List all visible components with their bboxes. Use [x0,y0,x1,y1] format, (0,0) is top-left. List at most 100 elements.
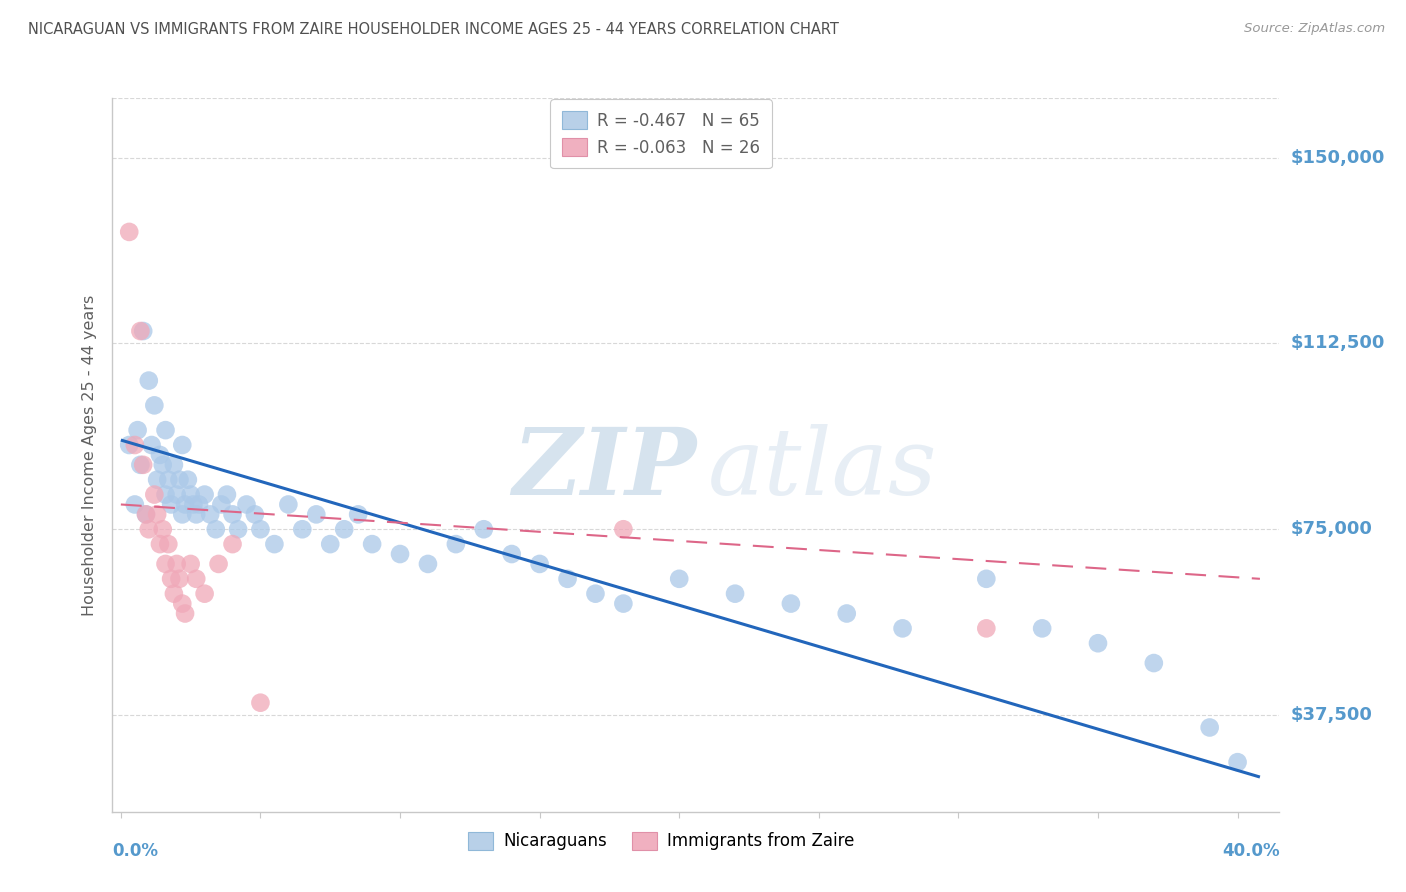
Point [172,597,194,611]
Point [183,498,205,512]
Point [155,487,177,501]
Point [146,508,169,522]
Point [724,587,747,601]
Text: Source: ZipAtlas.com: Source: ZipAtlas.com [1244,22,1385,36]
Point [976,572,998,586]
Point [207,557,229,571]
Point [160,572,183,586]
Point [180,487,202,501]
Point [135,508,157,522]
Legend: Nicaraguans, Immigrants from Zaire: Nicaraguans, Immigrants from Zaire [461,825,860,857]
Text: ZIP: ZIP [512,425,696,514]
Point [235,498,257,512]
Point [347,508,370,522]
Point [188,498,211,512]
Text: 40.0%: 40.0% [1222,842,1279,860]
Point [160,498,183,512]
Point [249,696,271,710]
Point [319,537,342,551]
Point [169,473,191,487]
Point [124,438,146,452]
Point [226,522,249,536]
Point [209,498,232,512]
Text: $75,000: $75,000 [1291,520,1372,538]
Point [557,572,579,586]
Point [152,522,174,536]
Point [612,597,634,611]
Point [127,423,149,437]
Point [186,508,208,522]
Point [277,498,299,512]
Point [118,225,141,239]
Point [138,522,160,536]
Point [172,438,194,452]
Point [174,498,197,512]
Point [124,498,146,512]
Point [501,547,523,561]
Point [416,557,439,571]
Point [149,448,172,462]
Point [529,557,551,571]
Point [155,423,177,437]
Text: NICARAGUAN VS IMMIGRANTS FROM ZAIRE HOUSEHOLDER INCOME AGES 25 - 44 YEARS CORREL: NICARAGUAN VS IMMIGRANTS FROM ZAIRE HOUS… [28,22,839,37]
Point [263,537,285,551]
Point [118,438,141,452]
Point [129,458,152,472]
Point [177,473,200,487]
Point [243,508,266,522]
Point [163,587,186,601]
Point [135,508,157,522]
Point [1087,636,1109,650]
Point [221,537,243,551]
Point [472,522,495,536]
Point [249,522,271,536]
Point [194,487,217,501]
Point [143,487,166,501]
Point [891,621,914,635]
Point [155,557,177,571]
Point [668,572,690,586]
Point [157,537,180,551]
Point [129,324,152,338]
Text: atlas: atlas [707,425,938,514]
Point [1143,656,1166,670]
Text: 0.0%: 0.0% [112,842,159,860]
Point [143,398,166,412]
Point [132,324,155,338]
Point [166,557,188,571]
Point [146,473,169,487]
Point [305,508,328,522]
Point [163,458,186,472]
Point [149,537,172,551]
Point [976,621,998,635]
Point [174,607,197,621]
Text: $112,500: $112,500 [1291,334,1385,352]
Point [141,438,163,452]
Point [215,487,238,501]
Point [585,587,607,601]
Point [612,522,634,536]
Point [389,547,412,561]
Point [186,572,208,586]
Point [835,607,858,621]
Point [444,537,467,551]
Point [180,557,202,571]
Point [1031,621,1053,635]
Point [291,522,314,536]
Point [221,508,243,522]
Point [1198,721,1220,735]
Point [166,487,188,501]
Point [361,537,384,551]
Point [172,508,194,522]
Point [132,458,155,472]
Point [204,522,226,536]
Point [138,374,160,388]
Point [780,597,803,611]
Point [152,458,174,472]
Point [157,473,180,487]
Point [198,508,221,522]
Point [1226,755,1249,769]
Y-axis label: Householder Income Ages 25 - 44 years: Householder Income Ages 25 - 44 years [82,294,97,615]
Point [169,572,191,586]
Text: $150,000: $150,000 [1291,149,1385,167]
